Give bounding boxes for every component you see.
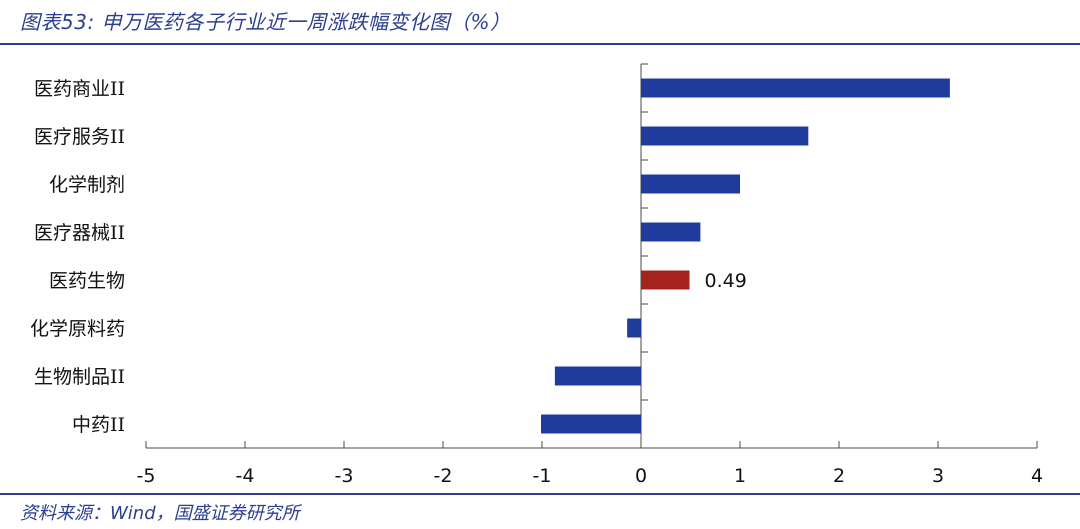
category-label: 医药生物 — [49, 270, 125, 292]
category-label: 中药II — [72, 414, 125, 436]
data-label: 0.49 — [705, 270, 747, 292]
x-tick-label: 4 — [1031, 465, 1043, 487]
x-tick-label: 2 — [833, 465, 845, 487]
bar — [541, 414, 641, 434]
x-tick-label: 3 — [932, 465, 944, 487]
category-label: 医疗服务II — [34, 126, 125, 148]
x-tick-label: 1 — [734, 465, 746, 487]
bar — [641, 270, 690, 290]
bar — [554, 366, 641, 386]
x-tick-label: 0 — [635, 465, 647, 487]
bar — [641, 174, 740, 194]
x-tick-label: -2 — [434, 465, 453, 487]
footer-rule — [0, 493, 1080, 495]
x-tick-label: -1 — [533, 465, 552, 487]
bar — [641, 126, 809, 146]
category-label: 化学原料药 — [30, 318, 125, 340]
x-tick-label: -4 — [236, 465, 255, 487]
category-label: 生物制品II — [34, 366, 125, 388]
source-note: 资料来源：Wind，国盛证券研究所 — [20, 503, 300, 524]
header-rule — [0, 43, 1080, 45]
x-tick-label: -5 — [137, 465, 156, 487]
category-label: 化学制剂 — [49, 174, 125, 196]
x-tick-label: -3 — [335, 465, 354, 487]
category-label: 医疗器械II — [34, 222, 125, 244]
bar — [641, 78, 950, 98]
bar — [627, 318, 641, 338]
category-label: 医药商业II — [34, 78, 125, 100]
chart-title: 图表53: 申万医药各子行业近一周涨跌幅变化图（%） — [20, 10, 511, 34]
bar — [641, 222, 701, 242]
